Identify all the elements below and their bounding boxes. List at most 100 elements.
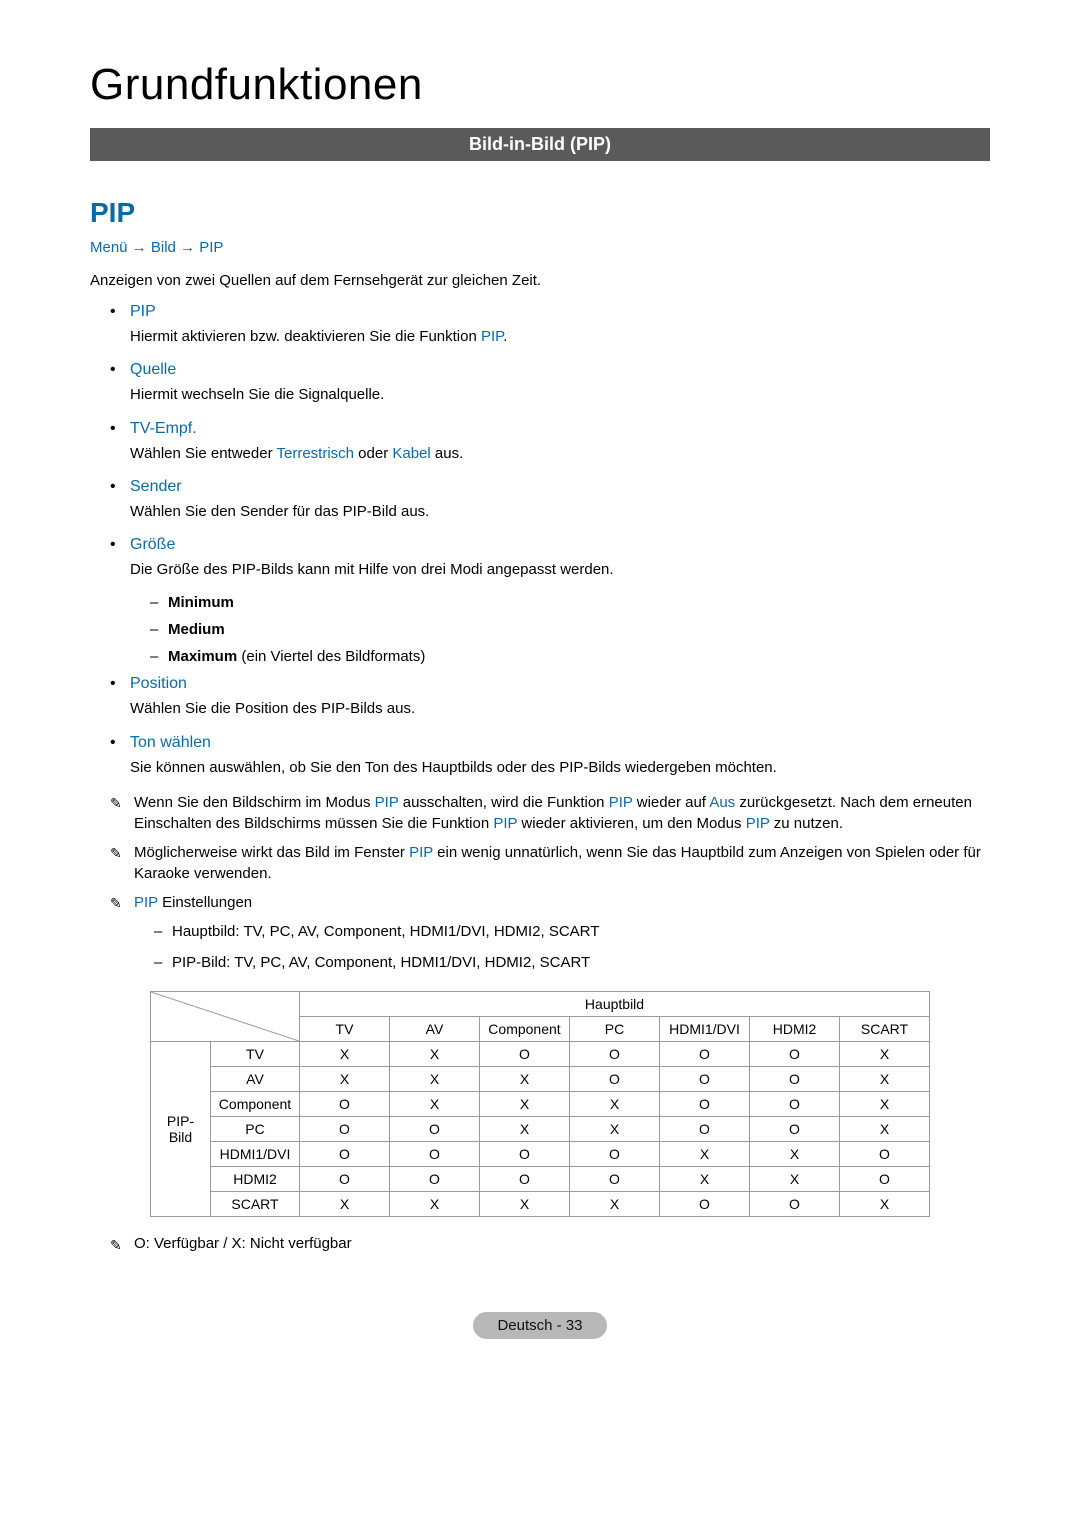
table-cell: X [390, 1066, 480, 1091]
option-item: PIPHiermit aktivieren bzw. deaktivieren … [110, 303, 990, 347]
note-icon: ✎ [110, 794, 122, 814]
table-cell: O [390, 1116, 480, 1141]
table-cell: X [480, 1066, 570, 1091]
table-cell: O [390, 1141, 480, 1166]
info-note: ✎Wenn Sie den Bildschirm im Modus PIP au… [110, 792, 990, 834]
table-cell: O [750, 1041, 840, 1066]
settings-note: ✎ PIP Einstellungen Hauptbild: TV, PC, A… [110, 892, 990, 973]
table-cell: X [840, 1091, 930, 1116]
table-cell: X [840, 1116, 930, 1141]
page-footer: Deutsch - 33 [90, 1312, 990, 1339]
table-cell: X [660, 1141, 750, 1166]
table-cell: O [480, 1041, 570, 1066]
table-cell: O [570, 1166, 660, 1191]
table-cell: O [660, 1041, 750, 1066]
table-col-header: TV [300, 1016, 390, 1041]
table-cell: O [750, 1066, 840, 1091]
table-row: PIP-BildTVXXOOOOX [151, 1041, 930, 1066]
table-cell: O [660, 1116, 750, 1141]
option-term: Sender [130, 478, 182, 495]
table-cell: O [300, 1141, 390, 1166]
option-item: Sender Wählen Sie den Sender für das PIP-… [110, 478, 990, 522]
table-row: ComponentOXXXOOX [151, 1091, 930, 1116]
option-term: TV-Empf. [130, 420, 197, 437]
table-cell: X [390, 1191, 480, 1216]
breadcrumb: Menü → Bild → PIP [90, 239, 990, 256]
settings-accent: PIP [134, 894, 158, 911]
table-cell: X [840, 1041, 930, 1066]
table-col-header: SCART [840, 1016, 930, 1041]
table-cell: O [480, 1166, 570, 1191]
page-title: Grundfunktionen [90, 60, 990, 110]
table-row: SCARTXXXXOOX [151, 1191, 930, 1216]
crumb-bild: Bild [151, 239, 176, 256]
crumb-menu: Menü [90, 239, 128, 256]
option-desc: Wählen Sie die Position des PIP-Bilds au… [130, 699, 990, 719]
settings-line: Hauptbild: TV, PC, AV, Component, HDMI1/… [154, 921, 990, 942]
option-item: Ton wählen Sie können auswählen, ob Sie d… [110, 734, 990, 778]
table-col-header: Component [480, 1016, 570, 1041]
table-top-header: Hauptbild [300, 991, 930, 1016]
option-term: Größe [130, 536, 175, 553]
option-term: Position [130, 675, 187, 692]
table-col-header: HDMI1/DVI [660, 1016, 750, 1041]
table-cell: X [300, 1041, 390, 1066]
legend-text: O: Verfügbar / X: Nicht verfügbar [134, 1235, 352, 1252]
table-cell: X [840, 1066, 930, 1091]
table-cell: X [480, 1091, 570, 1116]
table-cell: X [840, 1191, 930, 1216]
table-cell: X [390, 1091, 480, 1116]
option-item: Position Wählen Sie die Position des PIP-… [110, 675, 990, 719]
table-cell: O [660, 1191, 750, 1216]
table-row-header: HDMI1/DVI [211, 1141, 300, 1166]
info-note: ✎Möglicherweise wirkt das Bild im Fenste… [110, 842, 990, 884]
table-cell: X [480, 1191, 570, 1216]
table-row: HDMI2OOOOXXO [151, 1166, 930, 1191]
table-cell: X [570, 1091, 660, 1116]
table-cell: O [300, 1116, 390, 1141]
table-cell: X [390, 1041, 480, 1066]
table-cell: X [570, 1191, 660, 1216]
table-corner [151, 991, 300, 1041]
table-cell: X [750, 1166, 840, 1191]
note-icon: ✎ [110, 844, 122, 864]
option-desc: Wählen Sie den Sender für das PIP-Bild a… [130, 502, 990, 522]
table-cell: X [660, 1166, 750, 1191]
settings-line: PIP-Bild: TV, PC, AV, Component, HDMI1/D… [154, 952, 990, 973]
option-term: Quelle [130, 361, 176, 378]
option-item: Quelle Hiermit wechseln Sie die Signalque… [110, 361, 990, 405]
table-col-header: AV [390, 1016, 480, 1041]
size-option: Medium [150, 621, 990, 638]
table-cell: O [570, 1141, 660, 1166]
table-cell: O [480, 1141, 570, 1166]
option-term: Ton wählen [130, 734, 211, 751]
option-desc: Wählen Sie entweder Terrestrisch oder Ka… [130, 444, 990, 464]
size-option: Minimum [150, 594, 990, 611]
compatibility-table: Hauptbild TVAVComponentPCHDMI1/DVIHDMI2S… [150, 991, 930, 1217]
option-desc: Sie können auswählen, ob Sie den Ton des… [130, 758, 990, 778]
table-cell: X [300, 1191, 390, 1216]
section-heading: PIP [90, 197, 990, 229]
crumb-pip: PIP [199, 239, 223, 256]
settings-rest: Einstellungen [158, 894, 252, 911]
table-cell: O [840, 1166, 930, 1191]
page-number: Deutsch - 33 [473, 1312, 606, 1339]
table-col-header: HDMI2 [750, 1016, 840, 1041]
table-row: HDMI1/DVIOOOOXXO [151, 1141, 930, 1166]
option-desc: Hiermit wechseln Sie die Signalquelle. [130, 385, 990, 405]
table-row-header: AV [211, 1066, 300, 1091]
table-row-header: PC [211, 1116, 300, 1141]
option-desc: Die Größe des PIP-Bilds kann mit Hilfe v… [130, 560, 990, 580]
table-cell: X [300, 1066, 390, 1091]
table-row-header: TV [211, 1041, 300, 1066]
arrow-icon: → [132, 239, 147, 256]
table-cell: O [570, 1066, 660, 1091]
table-cell: O [840, 1141, 930, 1166]
table-cell: O [660, 1091, 750, 1116]
table-row-header: SCART [211, 1191, 300, 1216]
table-row: PCOOXXOOX [151, 1116, 930, 1141]
table-cell: O [750, 1191, 840, 1216]
note-icon: ✎ [110, 1237, 122, 1254]
intro-text: Anzeigen von zwei Quellen auf dem Fernse… [90, 272, 990, 289]
table-legend: ✎ O: Verfügbar / X: Nicht verfügbar [110, 1235, 990, 1252]
